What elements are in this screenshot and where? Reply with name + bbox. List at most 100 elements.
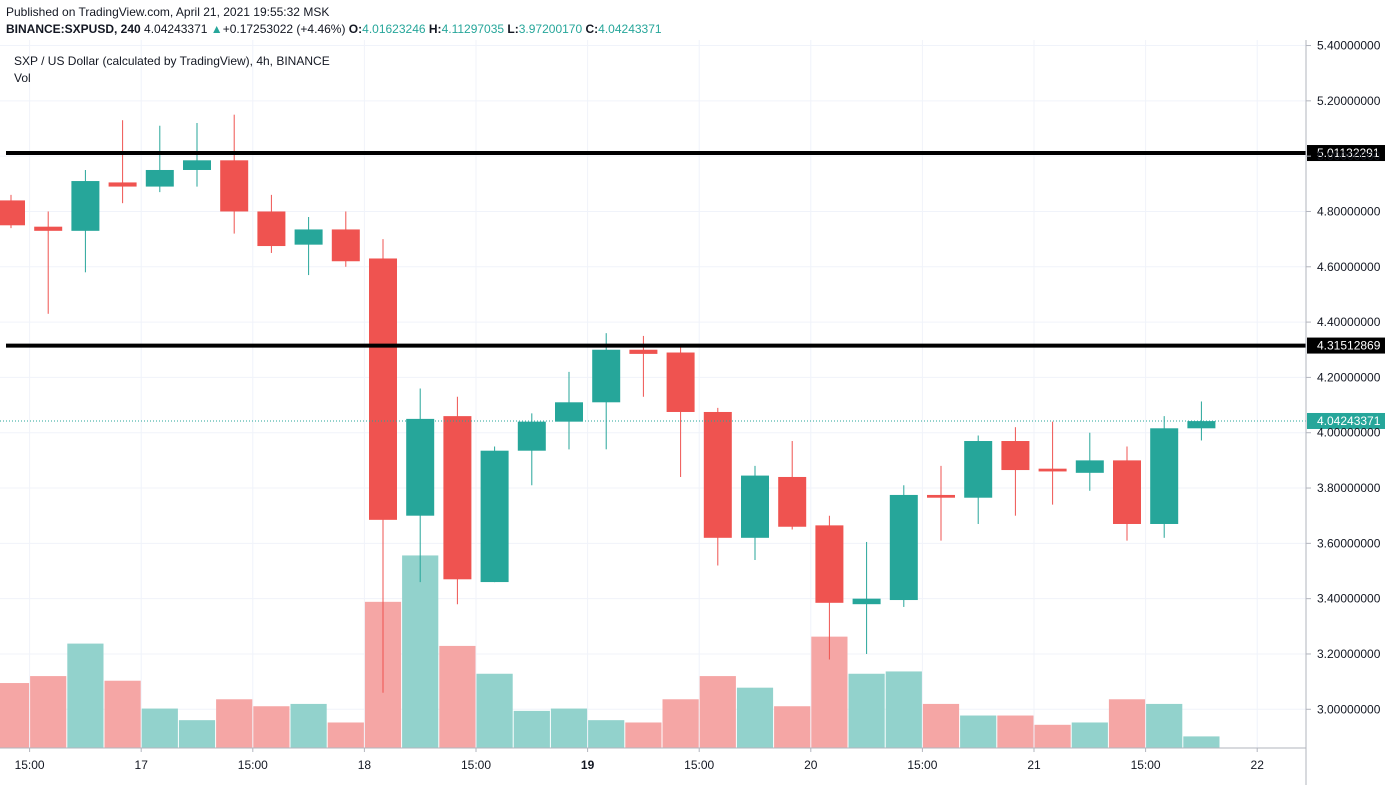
volume-bar xyxy=(588,720,625,748)
volume-bar xyxy=(625,722,662,748)
low-label: L: xyxy=(507,22,519,36)
y-tick-label: 4.00000000 xyxy=(1317,426,1381,440)
x-tick-label: 15:00 xyxy=(907,758,937,772)
volume-bar xyxy=(439,645,476,748)
volume-bar xyxy=(290,703,327,748)
grid-lines xyxy=(0,40,1306,748)
price-chart[interactable]: 5.01132291 4.31512869 4.04243371 5.4000000… xyxy=(0,40,1396,785)
candle-body xyxy=(555,402,583,422)
candle-body xyxy=(331,229,360,262)
up-arrow-icon: ▲ xyxy=(210,22,223,36)
volume-bar xyxy=(922,703,960,748)
candle-body xyxy=(592,349,621,403)
y-tick-label: 3.60000000 xyxy=(1317,536,1381,550)
candle-body xyxy=(666,352,695,412)
legend-volume: Vol xyxy=(14,71,31,85)
axes: 5.40000000 5.20000000 5.00000000 4.80000000… xyxy=(0,40,1381,785)
volume-bar xyxy=(513,710,550,748)
candle-body xyxy=(0,200,25,226)
open-value: 4.01623246 xyxy=(362,22,426,36)
volume-bars xyxy=(0,555,1220,748)
candle-body xyxy=(778,476,807,527)
x-tick-label: 15:00 xyxy=(684,758,714,772)
candle-body xyxy=(1001,441,1030,471)
change-value: +0.17253022 (+4.46%) xyxy=(222,22,346,36)
volume-bar xyxy=(327,722,364,748)
candle-body xyxy=(703,411,732,538)
legend-title: SXP / US Dollar (calculated by TradingVi… xyxy=(14,54,330,68)
volume-bar xyxy=(67,643,104,748)
x-tick-label: 21 xyxy=(1027,758,1041,772)
x-tick-label: 22 xyxy=(1251,758,1265,772)
high-label: H: xyxy=(428,22,442,36)
volume-bar xyxy=(178,720,216,748)
last-price-label-bg xyxy=(1307,412,1385,429)
volume-bar xyxy=(30,676,67,748)
candle-body xyxy=(369,258,397,520)
x-tick-label: 17 xyxy=(135,758,149,772)
last-price-value: 4.04243371 xyxy=(144,22,208,36)
candle-body xyxy=(108,182,137,187)
volume-bar xyxy=(216,699,253,748)
volume-bar xyxy=(141,708,178,748)
y-tick-label: 4.60000000 xyxy=(1317,260,1381,274)
candle-body xyxy=(145,169,174,187)
x-tick-label: 15:00 xyxy=(15,758,45,772)
candle-body xyxy=(34,226,63,231)
volume-bar xyxy=(774,706,811,748)
volume-bar xyxy=(662,699,699,748)
x-tick-label: 15:00 xyxy=(461,758,491,772)
x-tick-label: 15:00 xyxy=(238,758,268,772)
candle-body xyxy=(964,441,993,498)
volume-bar xyxy=(0,683,30,748)
volume-bar xyxy=(1034,724,1071,748)
volume-bar xyxy=(960,715,997,748)
volume-bar xyxy=(997,715,1034,748)
candle-body xyxy=(741,475,769,538)
x-tick-label: 20 xyxy=(804,758,818,772)
high-value: 4.11297035 xyxy=(441,22,505,36)
y-tick-label: 5.20000000 xyxy=(1317,94,1381,108)
volume-bar xyxy=(253,706,290,748)
candle-body xyxy=(927,494,955,498)
candle-body xyxy=(71,181,100,231)
symbol-label: BINANCE:SXPUSD, 240 xyxy=(6,22,141,36)
y-tick-label: 5.00000000 xyxy=(1317,149,1381,163)
horizontal-levels: 5.01132291 4.31512869 4.04243371 xyxy=(0,145,1385,429)
volume-bar xyxy=(1183,736,1220,748)
last-price-label: 4.04243371 xyxy=(1317,414,1381,428)
open-label: O: xyxy=(348,22,363,36)
low-value: 3.97200170 xyxy=(518,22,583,36)
volume-bar xyxy=(1071,722,1108,748)
y-tick-label: 3.80000000 xyxy=(1317,481,1381,495)
close-label: C: xyxy=(585,22,599,36)
volume-bar xyxy=(885,671,922,748)
y-tick-label: 3.00000000 xyxy=(1317,702,1381,716)
volume-bar xyxy=(1146,703,1183,748)
candle-body xyxy=(294,229,323,245)
candle-body xyxy=(480,450,509,583)
x-tick-label: 19 xyxy=(581,758,595,772)
candle-body xyxy=(1150,428,1179,524)
published-text: Published on TradingView.com, April 21, … xyxy=(6,5,330,19)
candle-body xyxy=(517,421,546,451)
candle-body xyxy=(629,349,658,354)
volume-bar xyxy=(699,676,736,748)
candlesticks xyxy=(0,114,1216,693)
y-tick-label: 4.20000000 xyxy=(1317,370,1381,384)
candle-body xyxy=(1113,460,1141,524)
candle-body xyxy=(257,211,286,247)
y-tick-label: 3.20000000 xyxy=(1317,647,1381,661)
volume-bar xyxy=(550,708,588,748)
volume-bar xyxy=(736,687,774,748)
level-label: 5.01132291 xyxy=(1317,146,1380,160)
ohlc-header: BINANCE:SXPUSD, 240 4.04243371 ▲+0.17253… xyxy=(6,22,662,36)
volume-bar xyxy=(402,555,439,748)
level-label-bg xyxy=(1307,337,1385,354)
close-value: 4.04243371 xyxy=(598,22,662,36)
y-tick-label: 5.40000000 xyxy=(1317,40,1381,53)
candle-body xyxy=(889,494,918,601)
level-label: 4.31512869 xyxy=(1317,339,1381,353)
level-label-bg xyxy=(1307,145,1385,162)
candle-body xyxy=(1075,460,1104,473)
